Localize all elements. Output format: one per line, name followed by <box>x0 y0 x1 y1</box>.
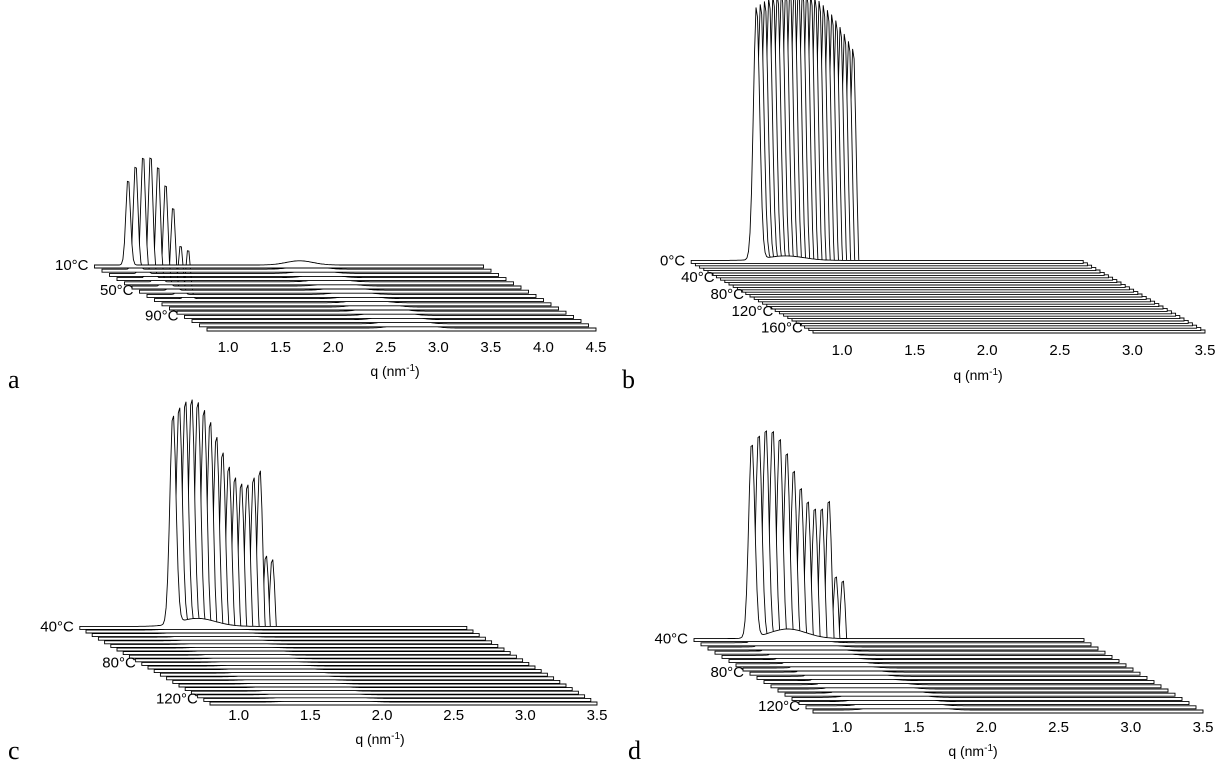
temperature-label: 80°C <box>710 286 744 303</box>
temperature-label: 120°C <box>758 698 800 715</box>
temperature-labels: 40°C 80°C 120°C <box>40 618 198 707</box>
temperature-label: 120°C <box>156 690 198 707</box>
panel-label-d: d <box>628 736 641 765</box>
traces <box>690 0 1206 334</box>
scattering-trace <box>116 422 505 652</box>
scattering-trace <box>707 430 1099 651</box>
temperature-label: 50°C <box>100 282 134 299</box>
panel-label-c: c <box>8 736 20 765</box>
scattering-trace <box>110 410 499 648</box>
x-ticks: 1.0 1.5 2.0 2.5 3.0 3.5 <box>228 707 607 724</box>
x-tick-label: 3.0 <box>1120 719 1141 736</box>
traces <box>94 157 597 332</box>
scattering-trace <box>135 466 524 663</box>
x-tick-label: 1.5 <box>904 342 925 359</box>
temperature-label: 120°C <box>732 303 774 320</box>
scattering-trace <box>721 438 1113 659</box>
x-tick-label: 3.5 <box>587 707 608 724</box>
x-tick-label: 2.5 <box>443 707 464 724</box>
scattering-trace <box>79 415 468 630</box>
panel-label-a: a <box>8 365 20 394</box>
temperature-label: 40°C <box>40 618 74 635</box>
x-tick-label: 1.5 <box>270 339 291 356</box>
x-tick-label: 1.0 <box>832 342 853 359</box>
x-tick-label: 1.0 <box>831 719 852 736</box>
x-tick-label: 2.0 <box>372 707 393 724</box>
traces <box>693 430 1204 714</box>
waterfall-chart-c: 1.0 1.5 2.0 2.5 3.0 3.5 q (nm-1) 40°C 80°C 120°C <box>40 399 607 748</box>
scattering-trace <box>91 401 480 638</box>
temperature-label: 80°C <box>102 654 136 671</box>
scattering-trace <box>97 399 486 641</box>
traces <box>79 399 598 706</box>
scattering-trace <box>141 477 530 666</box>
temperature-labels: 10°C 50°C 90°C <box>55 257 179 324</box>
x-tick-label: 1.0 <box>228 707 249 724</box>
scattering-trace <box>104 402 493 645</box>
x-axis-label: q (nm-1) <box>953 367 1002 384</box>
scattering-trace <box>714 430 1106 655</box>
x-ticks: 1.0 1.5 2.0 2.5 3.0 3.5 <box>832 342 1216 359</box>
temperature-label: 80°C <box>710 664 744 681</box>
temperature-label: 40°C <box>681 269 715 286</box>
scattering-trace <box>122 436 511 656</box>
waterfall-chart-b: 1.0 1.5 2.0 2.5 3.0 3.5 q (nm-1) 0°C40°C80°C120… <box>660 0 1216 384</box>
waterfall-chart-a: 1.0 1.5 2.0 2.5 3.0 3.5 4.0 4.5 q (nm-1) 10°C 50°C… <box>55 157 607 380</box>
scattering-trace <box>94 180 484 269</box>
waterfall-chart-d: 1.0 1.5 2.0 2.5 3.0 3.5 q (nm-1) 40°C 80°C 120°C <box>654 430 1213 760</box>
x-tick-label: 3.5 <box>480 339 501 356</box>
x-axis-label: q (nm-1) <box>370 363 419 380</box>
x-tick-label: 2.5 <box>375 339 396 356</box>
x-tick-label: 2.5 <box>1048 719 1069 736</box>
scattering-trace <box>147 483 536 670</box>
x-tick-label: 2.0 <box>977 342 998 359</box>
scattering-trace <box>690 7 1084 264</box>
x-tick-label: 1.5 <box>904 719 925 736</box>
scattering-trace <box>693 444 1085 643</box>
temperature-label: 160°C <box>761 320 803 337</box>
x-tick-label: 3.0 <box>428 339 449 356</box>
temperature-label: 10°C <box>55 257 89 274</box>
x-tick-label: 3.5 <box>1195 342 1216 359</box>
panel-label-b: b <box>622 365 635 394</box>
temperature-labels: 40°C 80°C 120°C <box>654 631 800 715</box>
x-tick-label: 3.0 <box>1122 342 1143 359</box>
x-tick-label: 3.0 <box>515 707 536 724</box>
scattering-trace <box>700 435 1092 647</box>
x-axis-label: q (nm-1) <box>948 743 997 760</box>
temperature-label: 90°C <box>145 307 179 324</box>
scattering-trace <box>128 452 517 659</box>
x-tick-label: 1.0 <box>218 339 239 356</box>
x-tick-label: 2.0 <box>323 339 344 356</box>
x-tick-label: 2.0 <box>976 719 997 736</box>
x-tick-label: 4.0 <box>533 339 554 356</box>
scattering-trace <box>153 484 542 674</box>
x-ticks: 1.0 1.5 2.0 2.5 3.0 3.5 <box>831 719 1213 736</box>
x-tick-label: 1.5 <box>300 707 321 724</box>
temperature-label: 0°C <box>660 252 685 269</box>
x-tick-label: 3.5 <box>1193 719 1214 736</box>
temperature-label: 40°C <box>654 631 688 648</box>
x-tick-label: 4.5 <box>586 339 607 356</box>
scattering-trace <box>85 407 474 634</box>
x-tick-label: 2.5 <box>1049 342 1070 359</box>
x-axis-label: q (nm-1) <box>355 731 404 748</box>
x-ticks: 1.0 1.5 2.0 2.5 3.0 3.5 4.0 4.5 <box>218 339 607 356</box>
